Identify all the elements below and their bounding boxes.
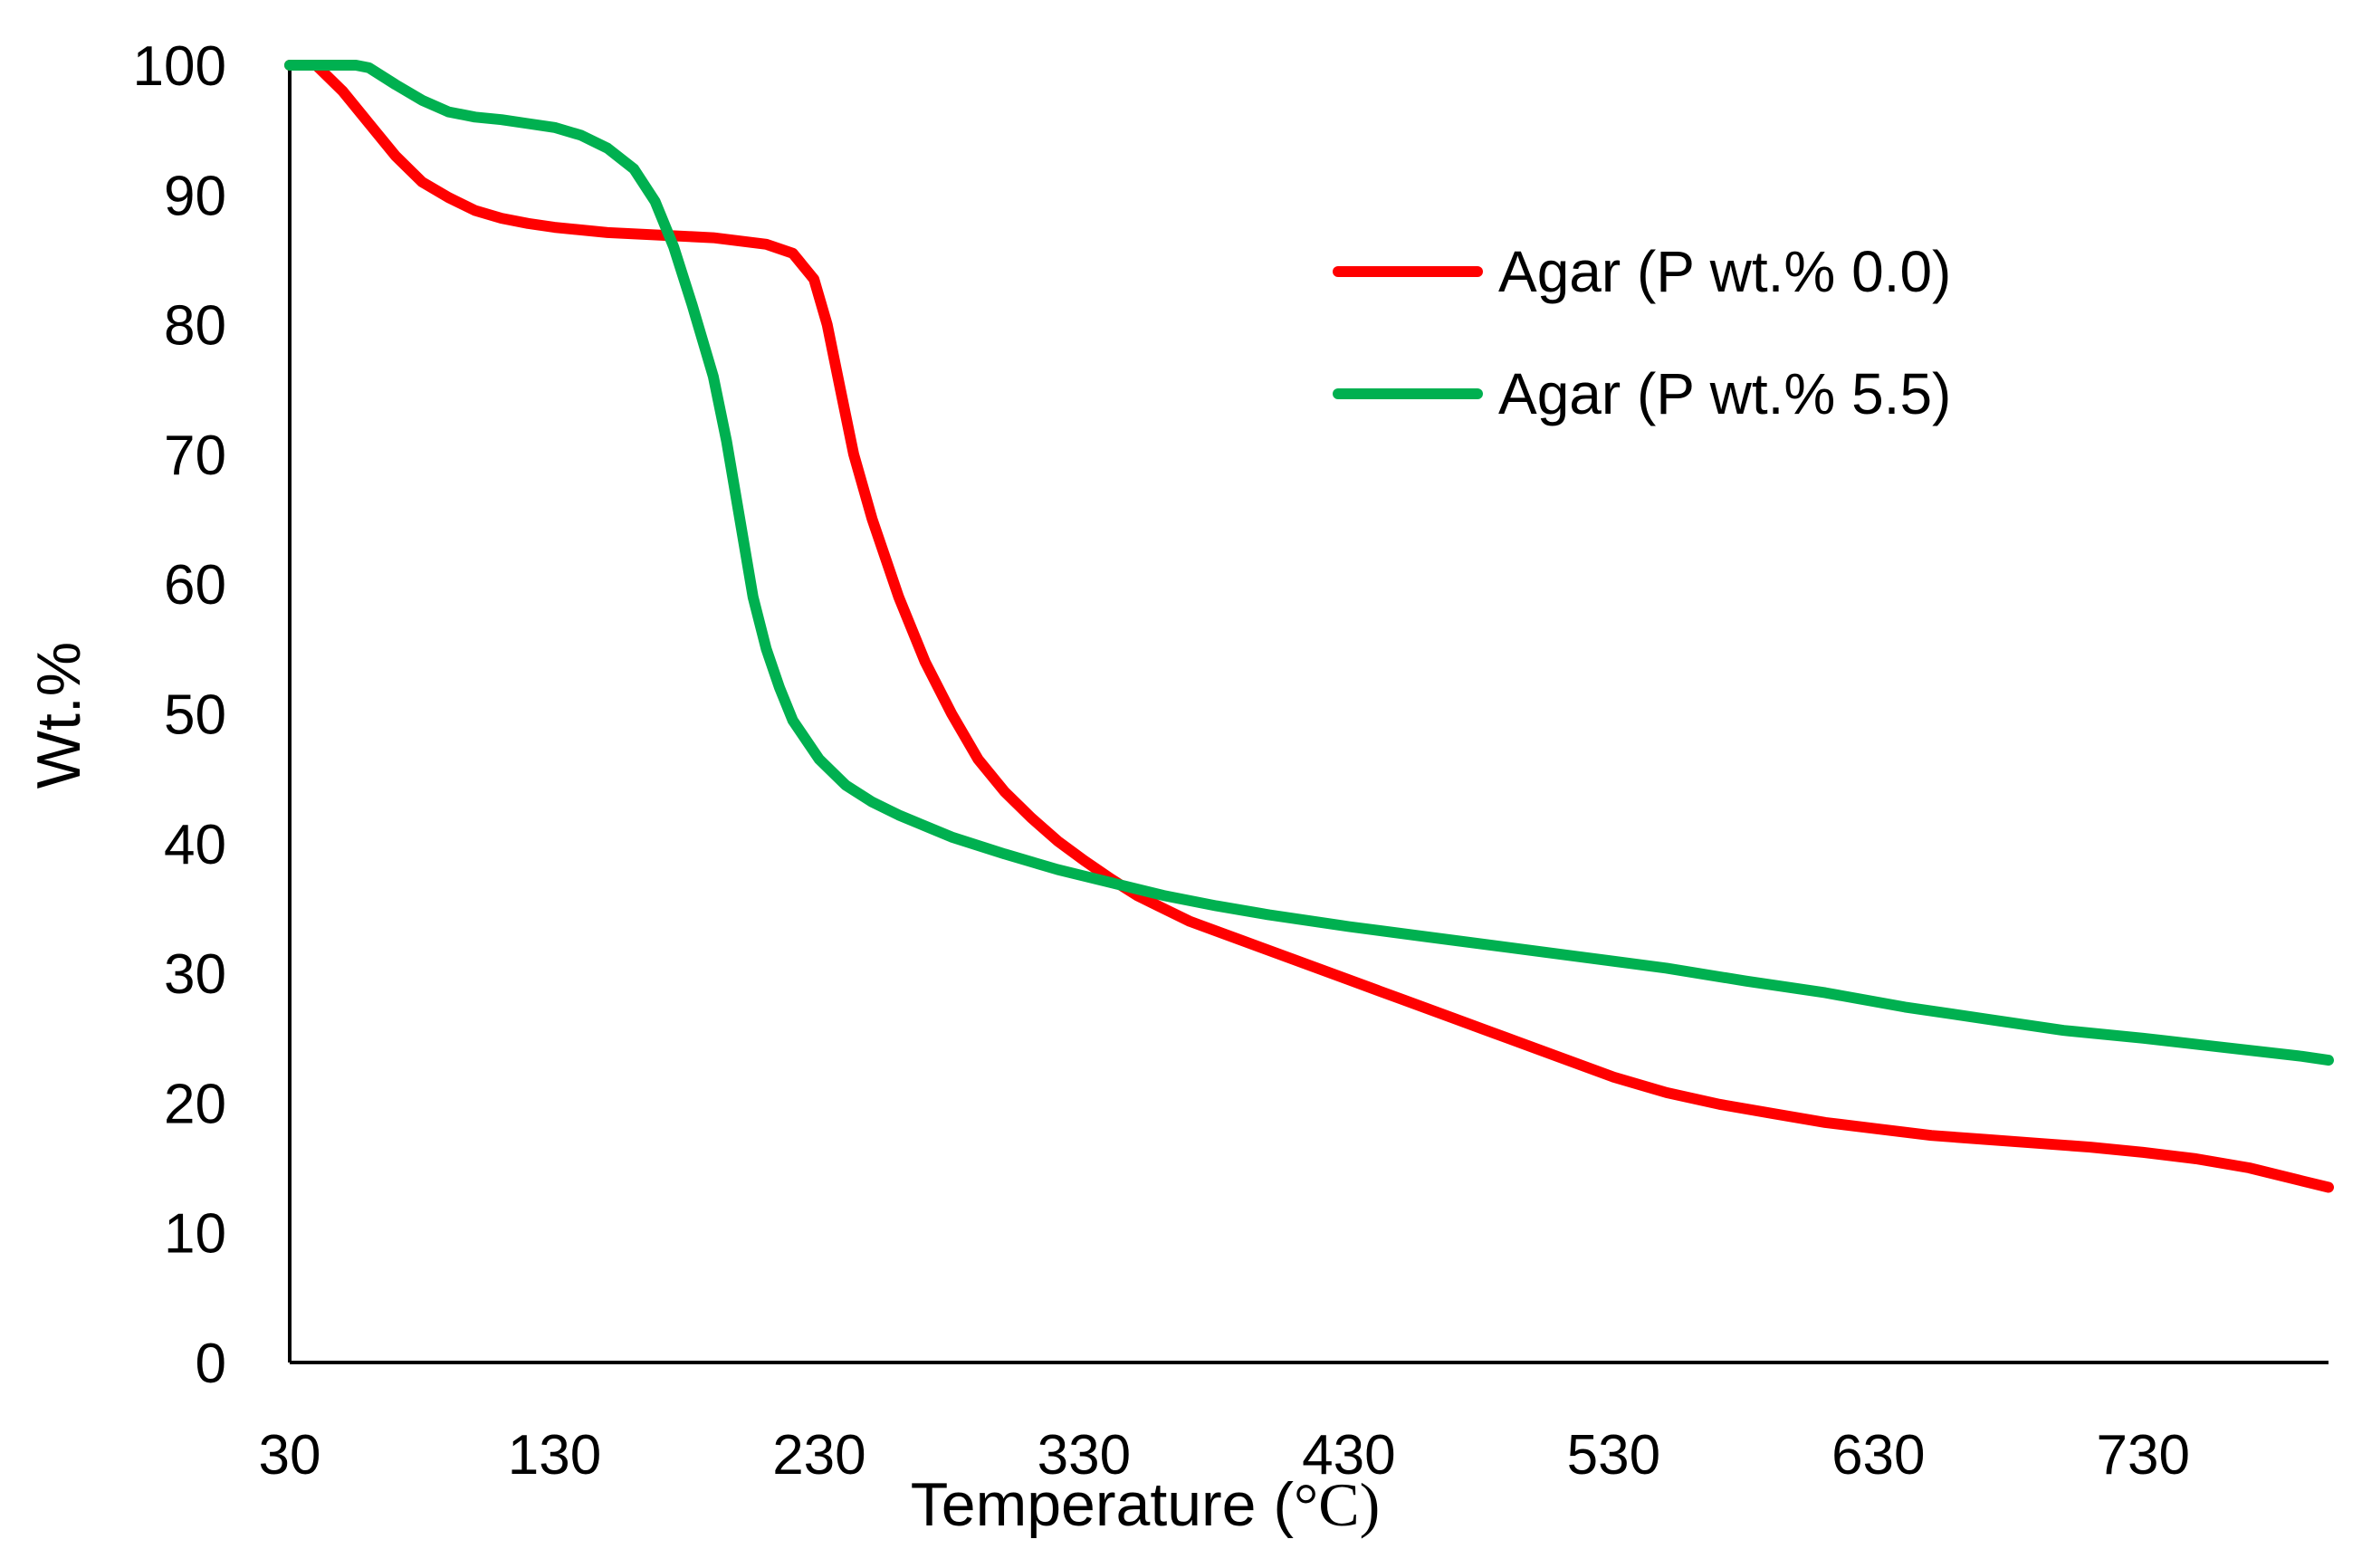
series-line-1 xyxy=(284,60,2334,1066)
y-tick-label-30: 30 xyxy=(164,943,226,1006)
x-axis-title: Temperature (°C) xyxy=(911,1470,1380,1539)
series-line-0 xyxy=(284,60,2334,1193)
series-lines xyxy=(284,60,2334,1193)
x-tick-label-630: 630 xyxy=(1831,1424,1925,1487)
x-tick-label-230: 230 xyxy=(772,1424,865,1487)
y-tick-label-70: 70 xyxy=(164,425,226,487)
x-tick-label-330: 330 xyxy=(1038,1424,1131,1487)
x-tick-label-130: 130 xyxy=(508,1424,601,1487)
legend: Agar (P wt.% 0.0) Agar (P wt.% 5.5) xyxy=(1333,239,1951,426)
y-tick-label-10: 10 xyxy=(164,1203,226,1266)
y-tick-label-80: 80 xyxy=(164,295,226,358)
y-tick-label-40: 40 xyxy=(164,814,226,876)
x-tick-label-530: 530 xyxy=(1567,1424,1660,1487)
x-tick-label-430: 430 xyxy=(1302,1424,1395,1487)
y-tick-label-20: 20 xyxy=(164,1073,226,1135)
legend-label-agar-0: Agar (P wt.% 0.0) xyxy=(1498,239,1951,304)
x-axis-title-unit: °C) xyxy=(1294,1470,1380,1539)
y-axis-title: Wt.% xyxy=(24,642,93,789)
x-tick-label-730: 730 xyxy=(2097,1424,2190,1487)
x-tick-labels: 30 130 230 330 430 530 630 730 xyxy=(259,1424,2190,1487)
legend-label-agar-5-5: Agar (P wt.% 5.5) xyxy=(1498,361,1951,426)
y-tick-label-90: 90 xyxy=(164,165,226,227)
y-tick-label-60: 60 xyxy=(164,554,226,617)
y-tick-label-50: 50 xyxy=(164,684,226,747)
axes xyxy=(288,65,2329,1364)
y-tick-label-0: 0 xyxy=(196,1333,226,1395)
x-axis-title-text: Temperature ( xyxy=(911,1470,1295,1539)
y-tick-label-100: 100 xyxy=(133,35,226,98)
x-tick-label-30: 30 xyxy=(259,1424,321,1487)
y-tick-labels: 0 10 20 30 40 50 60 70 80 90 100 xyxy=(133,35,226,1395)
